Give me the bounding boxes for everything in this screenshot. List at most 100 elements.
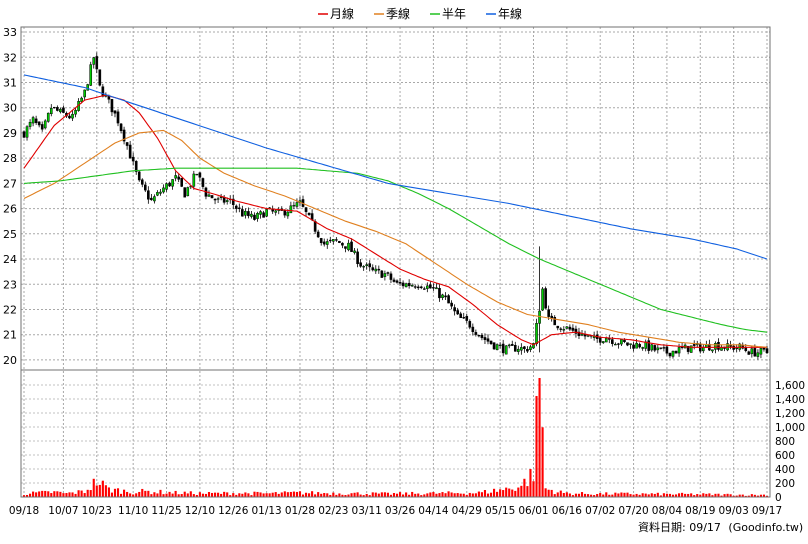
volume-bar — [317, 492, 320, 497]
candle-up — [153, 196, 156, 202]
volume-bar — [602, 494, 605, 497]
legend-label: 月線 — [330, 6, 354, 21]
candle-down — [422, 288, 426, 290]
volume-bar — [738, 494, 741, 497]
volume-bar — [684, 493, 687, 497]
volume-bar — [511, 489, 514, 497]
volume-bar — [723, 494, 726, 497]
candle-down — [180, 177, 184, 187]
candle-up — [580, 333, 584, 336]
volume-bar — [696, 494, 699, 497]
candle-down — [231, 198, 235, 205]
chart-frame — [20, 26, 771, 498]
volume-bar — [68, 492, 71, 497]
candle-down — [380, 270, 384, 278]
candle-down — [547, 309, 550, 317]
candle-up — [250, 213, 253, 217]
volume-bar — [717, 493, 720, 497]
candle-up — [89, 64, 93, 86]
candle-down — [341, 242, 344, 246]
volume-bar — [665, 493, 668, 497]
volume-bar — [483, 490, 487, 497]
candle-up — [714, 342, 717, 350]
volume-bar — [135, 493, 138, 497]
volume-bar — [402, 494, 405, 497]
volume-bar — [526, 486, 529, 497]
date-tick-label: 07/02 — [585, 505, 615, 517]
volume-bar — [732, 495, 735, 497]
candle-down — [638, 343, 641, 348]
candle-up — [604, 338, 608, 343]
volume-bar — [159, 489, 162, 497]
candle-down — [510, 344, 514, 346]
volume-bar — [635, 493, 638, 497]
volume-bar — [213, 492, 217, 497]
date-tick-label: 02/23 — [318, 505, 348, 517]
volume-bar — [556, 492, 559, 497]
candle-down — [407, 282, 411, 286]
volume-bar — [383, 492, 386, 497]
volume-bar — [553, 494, 556, 497]
volume-bar — [762, 494, 766, 497]
candle-down — [37, 121, 41, 126]
ma-line — [23, 129, 768, 348]
candle-down — [168, 182, 171, 187]
volume-bar — [599, 493, 602, 497]
volume-bar — [438, 493, 441, 497]
candle-up — [495, 344, 499, 351]
volume-bar — [323, 493, 326, 497]
candle-down — [234, 205, 238, 209]
moving-averages — [23, 74, 768, 348]
candle-down — [444, 295, 447, 298]
candle-down — [513, 344, 517, 352]
volume-bar — [514, 490, 517, 497]
volume-bar — [241, 493, 244, 497]
volume-bar — [98, 484, 101, 497]
candle-down — [335, 239, 338, 241]
volume-bar — [141, 488, 144, 497]
volume-bar — [271, 492, 274, 497]
volume-bar — [59, 491, 62, 497]
candle-up — [219, 196, 223, 198]
candle-down — [198, 172, 202, 178]
volume-bar — [423, 494, 426, 497]
volume-bar — [80, 490, 83, 497]
candle-up — [711, 349, 714, 352]
candle-up — [347, 242, 350, 251]
volume-bar — [608, 494, 611, 497]
candle-down — [368, 263, 372, 268]
volume-bar — [304, 492, 308, 497]
volume-bar — [113, 488, 117, 497]
volume-bar — [405, 492, 408, 497]
volume-bar — [638, 494, 641, 497]
volume-bar — [671, 494, 675, 497]
volume-bar — [277, 493, 280, 497]
candle-down — [486, 338, 490, 342]
volume-bar — [144, 490, 147, 497]
candle-down — [483, 337, 487, 340]
volume-bar — [744, 495, 747, 497]
volume-bar — [220, 493, 223, 497]
candle-down — [462, 317, 466, 319]
date-tick-label: 09/17 — [752, 505, 782, 517]
volume-bar — [311, 491, 314, 497]
candle-down — [201, 178, 205, 187]
candle-down — [377, 268, 381, 271]
volume-bar — [192, 494, 195, 497]
candle-up — [441, 294, 444, 298]
volume-bar — [611, 494, 614, 497]
candle-down — [659, 347, 663, 349]
candle-up — [244, 210, 247, 216]
volume-ticks: 0 200 400 600 800 1,000 1,200 1,400 1,600 — [775, 380, 805, 504]
candle-up — [677, 347, 681, 354]
candle-up — [404, 283, 408, 288]
volume-bar — [89, 490, 92, 497]
volume-bar — [462, 493, 465, 497]
candle-down — [526, 349, 529, 352]
volume-bar — [508, 488, 511, 497]
volume-bar — [726, 493, 729, 497]
volume-bar — [308, 493, 311, 497]
volume-bar — [177, 494, 180, 497]
price-tick-label: 23 — [3, 278, 17, 291]
